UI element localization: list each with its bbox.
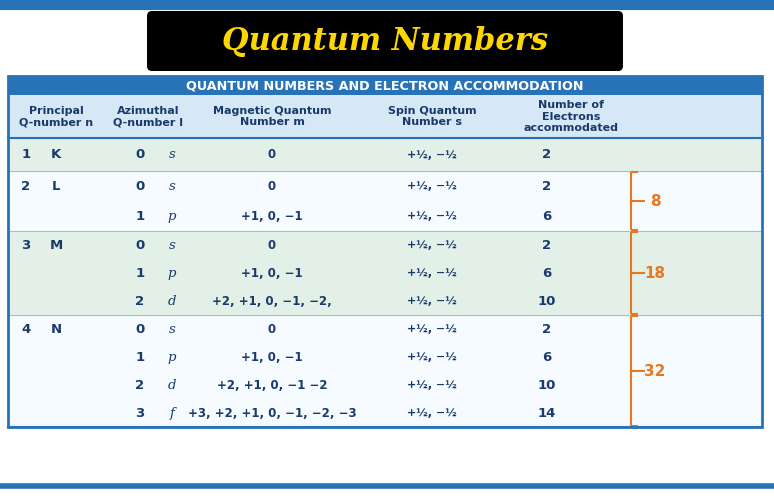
- Text: +½, −½: +½, −½: [407, 149, 457, 159]
- Bar: [8, 343, 762, 371]
- Bar: [8, 95, 762, 138]
- Text: 2: 2: [22, 179, 30, 193]
- Text: +1, 0, −1: +1, 0, −1: [241, 351, 303, 364]
- Text: +½, −½: +½, −½: [407, 324, 457, 334]
- Text: Azimuthal
Q-number l: Azimuthal Q-number l: [113, 106, 183, 127]
- Text: +2, +1, 0, −1 −2: +2, +1, 0, −1 −2: [217, 378, 327, 391]
- Bar: [8, 259, 762, 287]
- Bar: [8, 399, 762, 427]
- Text: +1, 0, −1: +1, 0, −1: [241, 210, 303, 223]
- Text: +2, +1, 0, −1, −2,: +2, +1, 0, −1, −2,: [212, 294, 332, 307]
- Text: 2: 2: [543, 239, 552, 251]
- Text: 2: 2: [135, 294, 145, 307]
- Text: +½, −½: +½, −½: [407, 268, 457, 278]
- Bar: [8, 201, 762, 231]
- Text: Quantum Numbers: Quantum Numbers: [222, 25, 548, 56]
- Text: +3, +2, +1, 0, −1, −2, −3: +3, +2, +1, 0, −1, −2, −3: [187, 406, 356, 419]
- Text: 2: 2: [543, 179, 552, 193]
- Text: 1: 1: [135, 351, 145, 364]
- Text: 0: 0: [268, 179, 276, 193]
- Text: p: p: [168, 351, 176, 364]
- Bar: [8, 138, 762, 171]
- Text: 0: 0: [135, 179, 145, 193]
- Text: Principal
Q-number n: Principal Q-number n: [19, 106, 93, 127]
- Text: 14: 14: [538, 406, 557, 419]
- Text: s: s: [169, 239, 176, 251]
- Text: 1: 1: [135, 266, 145, 279]
- Text: M: M: [50, 239, 63, 251]
- Bar: [8, 371, 762, 399]
- Bar: [8, 171, 762, 201]
- Text: 6: 6: [543, 266, 552, 279]
- Text: QUANTUM NUMBERS AND ELECTRON ACCOMMODATION: QUANTUM NUMBERS AND ELECTRON ACCOMMODATI…: [187, 79, 584, 92]
- Text: 0: 0: [268, 323, 276, 336]
- Bar: [8, 231, 762, 259]
- Text: L: L: [52, 179, 60, 193]
- Text: 1: 1: [135, 210, 145, 223]
- Text: 0: 0: [135, 239, 145, 251]
- Bar: [8, 287, 762, 315]
- Text: 6: 6: [543, 210, 552, 223]
- Bar: [8, 76, 762, 95]
- Text: 3: 3: [22, 239, 31, 251]
- Text: N: N: [50, 323, 62, 336]
- Text: Number of
Electrons
accommodated: Number of Electrons accommodated: [523, 100, 618, 133]
- Text: p: p: [168, 210, 176, 223]
- Text: +½, −½: +½, −½: [407, 408, 457, 418]
- Text: +½, −½: +½, −½: [407, 296, 457, 306]
- Text: Magnetic Quantum
Number m: Magnetic Quantum Number m: [213, 106, 331, 127]
- Text: +½, −½: +½, −½: [407, 240, 457, 250]
- Text: 10: 10: [538, 294, 557, 307]
- Text: d: d: [168, 294, 176, 307]
- Text: +1, 0, −1: +1, 0, −1: [241, 266, 303, 279]
- Text: f: f: [170, 406, 174, 419]
- Text: 32: 32: [644, 364, 666, 378]
- Text: s: s: [169, 323, 176, 336]
- Text: 0: 0: [135, 148, 145, 161]
- Bar: [8, 315, 762, 343]
- Text: s: s: [169, 148, 176, 161]
- Text: s: s: [169, 179, 176, 193]
- Text: 3: 3: [135, 406, 145, 419]
- Text: p: p: [168, 266, 176, 279]
- Text: 0: 0: [268, 148, 276, 161]
- Text: 10: 10: [538, 378, 557, 391]
- Text: Spin Quantum
Number s: Spin Quantum Number s: [388, 106, 476, 127]
- Text: +½, −½: +½, −½: [407, 352, 457, 362]
- Bar: [8, 76, 762, 427]
- Text: 18: 18: [645, 265, 666, 280]
- Text: +½, −½: +½, −½: [407, 181, 457, 191]
- Text: 8: 8: [649, 194, 660, 209]
- Text: 4: 4: [22, 323, 31, 336]
- Text: 1: 1: [22, 148, 30, 161]
- Text: K: K: [51, 148, 61, 161]
- Text: 0: 0: [268, 239, 276, 251]
- Text: 2: 2: [543, 148, 552, 161]
- Text: 0: 0: [135, 323, 145, 336]
- Text: +½, −½: +½, −½: [407, 211, 457, 221]
- Text: 2: 2: [543, 323, 552, 336]
- Text: d: d: [168, 378, 176, 391]
- Text: +½, −½: +½, −½: [407, 380, 457, 390]
- FancyBboxPatch shape: [147, 11, 623, 71]
- Text: 2: 2: [135, 378, 145, 391]
- Text: 6: 6: [543, 351, 552, 364]
